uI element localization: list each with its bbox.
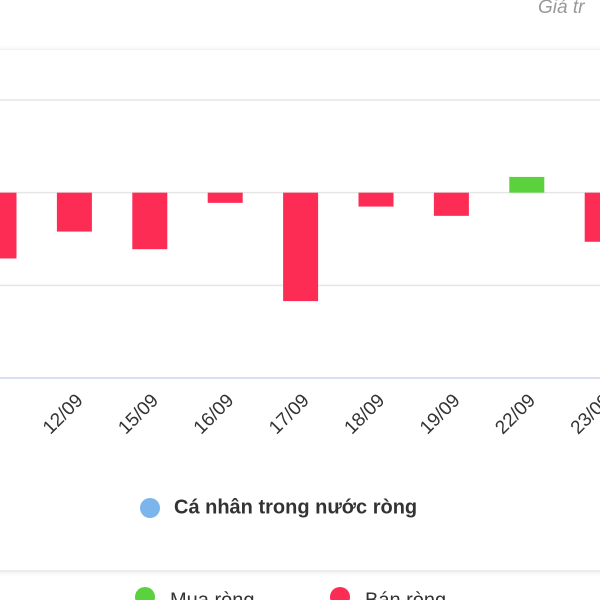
note: Giá tr [538, 0, 585, 18]
bar [433, 192, 469, 216]
bar [358, 192, 394, 207]
bar [283, 192, 319, 302]
legend-marker [330, 587, 350, 600]
bar [584, 192, 600, 242]
legend-marker [140, 498, 160, 518]
bar [56, 192, 92, 232]
bar [509, 176, 545, 193]
legend-marker [135, 587, 155, 600]
card [0, 50, 600, 570]
bar [207, 192, 243, 203]
legend-label: Mua ròng [170, 589, 255, 600]
bar [0, 192, 17, 259]
bar [132, 192, 168, 250]
legend-label: Bán ròng [365, 589, 446, 600]
legend-label: Cá nhân trong nước ròng [174, 496, 417, 518]
